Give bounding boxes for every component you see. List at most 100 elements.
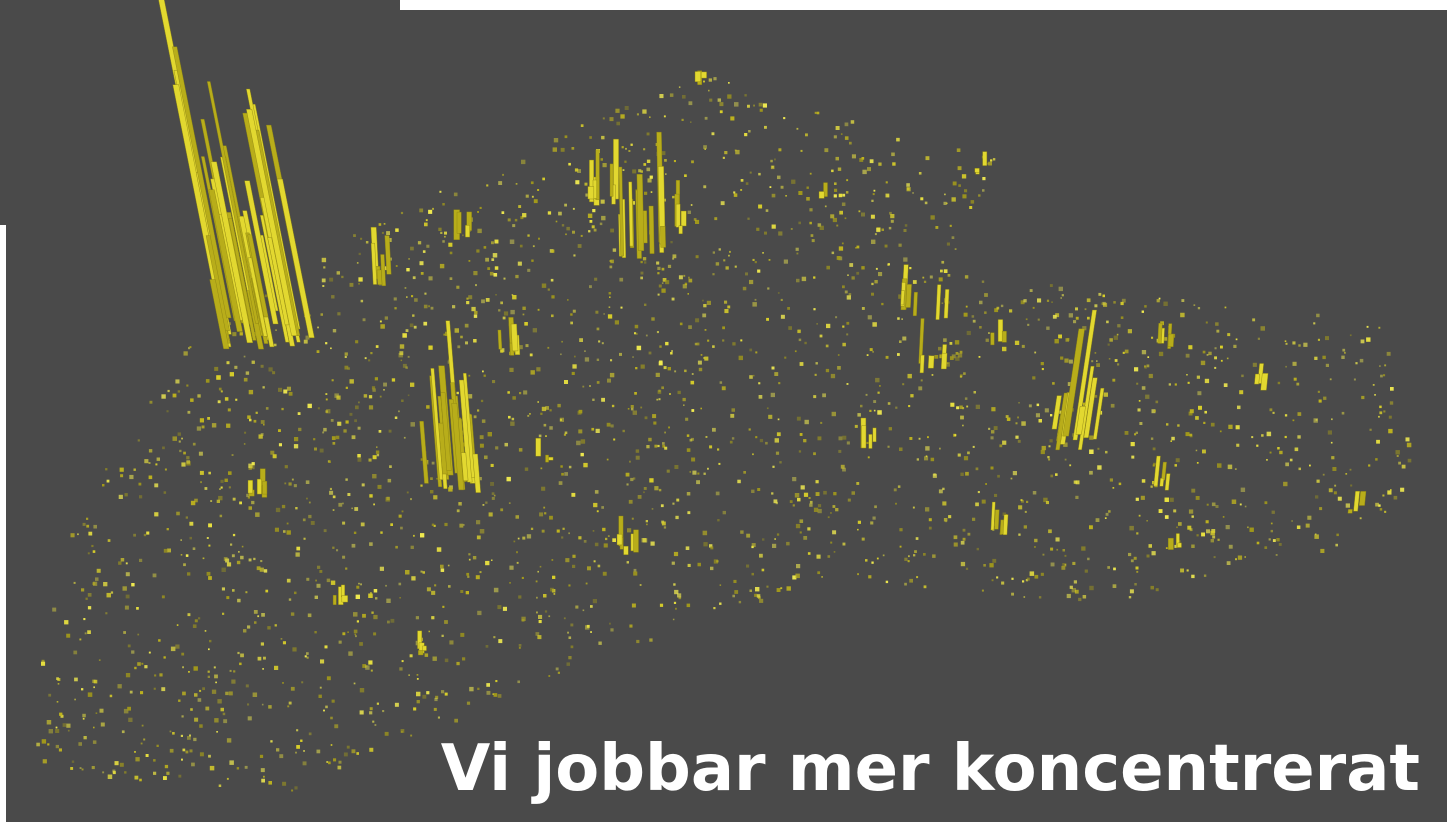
map-dot	[664, 431, 666, 434]
map-dot	[223, 719, 228, 724]
map-dot	[1134, 583, 1137, 586]
map-dot	[1353, 378, 1356, 381]
map-dot	[1152, 481, 1156, 485]
map-dot	[1285, 365, 1287, 368]
map-dot	[714, 217, 718, 221]
map-dot	[575, 605, 579, 609]
map-dot	[1150, 585, 1154, 590]
map-spike	[1002, 514, 1009, 535]
map-dot	[153, 771, 157, 775]
map-dot	[181, 652, 185, 656]
map-dot	[695, 318, 700, 323]
map-dot	[433, 707, 437, 711]
map-dot	[964, 397, 968, 400]
map-dot	[375, 450, 380, 454]
map-dot	[630, 143, 633, 146]
map-dot	[466, 701, 471, 705]
map-dot	[700, 354, 703, 356]
map-dot	[1124, 431, 1129, 435]
map-dot	[733, 579, 737, 583]
map-dot	[620, 306, 623, 309]
map-dot	[323, 529, 327, 533]
map-dot	[631, 517, 634, 520]
map-dot	[846, 321, 850, 325]
map-dot	[199, 418, 204, 423]
map-dot	[887, 402, 891, 405]
map-dot	[316, 350, 320, 353]
map-dot	[55, 726, 58, 729]
map-dot	[609, 296, 611, 298]
map-dot	[897, 353, 900, 356]
map-dot	[803, 492, 809, 497]
map-dot	[241, 545, 244, 548]
map-dot	[129, 690, 133, 694]
map-dot	[669, 93, 674, 97]
map-dot	[1224, 306, 1227, 309]
map-dot	[476, 249, 480, 253]
map-dot	[175, 379, 180, 384]
map-dot	[1061, 294, 1064, 297]
map-dot	[635, 332, 638, 335]
map-dot	[405, 329, 409, 332]
map-dot	[1095, 518, 1100, 522]
map-dot	[718, 248, 721, 251]
map-dot	[547, 346, 550, 349]
map-spike	[1353, 491, 1360, 512]
map-dot	[179, 449, 182, 453]
map-dot	[413, 534, 415, 537]
map-dot	[1379, 365, 1381, 367]
map-dot	[373, 589, 378, 593]
map-dot	[493, 693, 498, 697]
map-dot	[959, 350, 963, 354]
map-dot	[1379, 411, 1383, 415]
map-dot	[518, 205, 522, 208]
map-dot	[1206, 503, 1209, 506]
map-dot	[88, 531, 93, 536]
map-dot	[595, 310, 599, 314]
map-dot	[254, 621, 257, 624]
map-dot	[208, 576, 212, 580]
map-dot	[796, 278, 800, 283]
map-dot	[547, 211, 552, 215]
map-dot	[719, 102, 724, 107]
map-dot	[1048, 445, 1051, 448]
map-spike	[1055, 392, 1069, 451]
map-dot	[479, 529, 485, 534]
map-dot	[703, 185, 707, 189]
map-dot	[1006, 417, 1011, 421]
map-dot	[733, 191, 736, 194]
map-dot	[260, 768, 265, 773]
map-dot	[610, 228, 614, 233]
map-dot	[545, 435, 547, 437]
map-dot	[755, 351, 758, 354]
map-dot	[515, 515, 519, 519]
map-dot	[247, 496, 250, 499]
map-dot	[1152, 447, 1156, 451]
map-dot	[379, 566, 384, 571]
map-dot	[133, 533, 136, 537]
map-dot	[1075, 495, 1079, 499]
map-dot	[251, 500, 255, 505]
map-dot	[1104, 517, 1107, 519]
map-dot	[940, 269, 943, 273]
map-dot	[867, 456, 870, 459]
map-dot	[1037, 318, 1040, 321]
map-dot	[687, 210, 691, 214]
map-dot	[1040, 572, 1044, 576]
map-dot	[965, 471, 969, 476]
map-dot	[697, 360, 702, 365]
map-dot	[1309, 464, 1311, 467]
map-dot	[533, 199, 538, 204]
map-dot	[842, 542, 846, 546]
map-dot	[611, 404, 615, 408]
map-dot	[395, 228, 399, 232]
map-dot	[522, 213, 527, 218]
map-dot	[408, 674, 410, 676]
map-dot	[1108, 510, 1111, 513]
map-dot	[573, 254, 576, 257]
map-dot	[831, 169, 834, 173]
map-spike	[1072, 309, 1097, 441]
map-dot	[749, 171, 752, 174]
map-dot	[66, 633, 71, 638]
